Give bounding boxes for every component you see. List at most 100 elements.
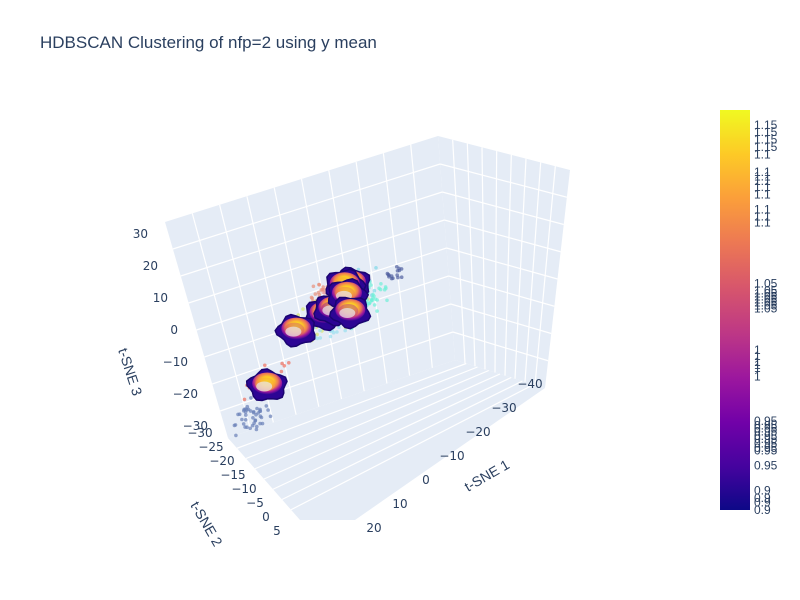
data-point bbox=[372, 288, 377, 293]
data-point bbox=[317, 293, 322, 297]
data-point bbox=[378, 287, 383, 292]
colorbar-ticks: 1.151.151.151.151.11.11.11.11.11.11.11.1… bbox=[754, 118, 778, 517]
gridline bbox=[448, 275, 555, 307]
z-tick-label: 0 bbox=[170, 323, 178, 337]
data-point bbox=[254, 424, 259, 429]
data-point bbox=[397, 268, 402, 273]
x-tick-label: 0 bbox=[422, 473, 430, 487]
cluster-surface bbox=[274, 313, 316, 348]
gridline bbox=[442, 191, 564, 226]
data-point bbox=[369, 283, 373, 287]
colorbar-tick-label: 1.05 bbox=[754, 296, 778, 310]
data-point bbox=[385, 298, 389, 303]
gridline bbox=[263, 373, 501, 480]
colorbar-tick-label: 1.15 bbox=[754, 118, 778, 132]
colorbar-tick-label: 1 bbox=[754, 343, 761, 357]
colorbar-tick-label: 1.05 bbox=[754, 276, 778, 290]
data-point bbox=[251, 410, 256, 414]
x-tick-label: −40 bbox=[517, 377, 542, 391]
colorbar-tick-label: 1 bbox=[754, 349, 761, 363]
surface-highlight bbox=[339, 308, 356, 319]
z-tick-label: 10 bbox=[153, 291, 168, 305]
colorbar-tick-label: 1.1 bbox=[754, 147, 771, 161]
data-point bbox=[248, 426, 252, 431]
data-point bbox=[249, 396, 253, 400]
data-point bbox=[287, 361, 291, 365]
data-point bbox=[256, 411, 261, 415]
colorbar-tick-label: 1 bbox=[754, 361, 761, 375]
data-point bbox=[375, 309, 379, 313]
y-tick-label: −10 bbox=[231, 482, 256, 496]
gridline bbox=[236, 362, 467, 449]
x-tick-label: −10 bbox=[439, 449, 464, 463]
data-point bbox=[280, 361, 284, 366]
y-axis-label: t-SNE 2 bbox=[187, 499, 225, 550]
x-tick-label: −30 bbox=[491, 401, 516, 415]
gridline bbox=[290, 383, 535, 511]
gridline bbox=[254, 369, 489, 470]
colorbar-tick-label: 1.05 bbox=[754, 290, 778, 304]
z-tick-label: −20 bbox=[173, 387, 198, 401]
chart-title: HDBSCAN Clustering of nfp=2 using y mean bbox=[40, 33, 377, 52]
colorbar-tick-label: 1.05 bbox=[754, 302, 778, 316]
y-tick-label: −25 bbox=[198, 440, 223, 454]
data-point bbox=[246, 407, 251, 412]
data-point bbox=[254, 427, 259, 432]
data-point bbox=[233, 423, 238, 427]
surface-highlight bbox=[285, 326, 302, 337]
data-point bbox=[243, 407, 248, 411]
y-tick-label: −20 bbox=[209, 454, 234, 468]
colorbar-tick-label: 0.95 bbox=[754, 425, 778, 439]
colorbar-tick-label: 1.15 bbox=[754, 125, 778, 139]
gridline bbox=[450, 303, 552, 335]
colorbar-tick-label: 1.1 bbox=[754, 170, 771, 184]
x-tick-label: 10 bbox=[392, 497, 407, 511]
y-tick-label: 5 bbox=[273, 524, 281, 538]
axis-ticks: −40−30−20−1001020−30−25−20−15−10−5053020… bbox=[133, 227, 543, 538]
colorbar-tick-label: 0.95 bbox=[754, 429, 778, 443]
gridline bbox=[245, 366, 478, 460]
colorbar-tick-label: 0.95 bbox=[754, 444, 778, 458]
colorbar-tick-label: 0.95 bbox=[754, 432, 778, 446]
cluster-surface bbox=[245, 368, 288, 402]
data-point bbox=[389, 276, 394, 281]
colorbar-tick-label: 1.1 bbox=[754, 165, 771, 179]
data-point bbox=[315, 336, 320, 341]
colorbar-tick-label: 1 bbox=[754, 358, 761, 372]
data-point bbox=[318, 336, 323, 340]
y-tick-label: 0 bbox=[262, 510, 270, 524]
gridline bbox=[272, 376, 512, 490]
colorbar-tick-label: 0.95 bbox=[754, 414, 778, 428]
data-point bbox=[335, 330, 339, 334]
data-point bbox=[263, 363, 267, 368]
gridline bbox=[180, 191, 443, 277]
data-point bbox=[318, 328, 322, 333]
data-point bbox=[243, 425, 247, 429]
data-point bbox=[279, 369, 284, 374]
gridline bbox=[188, 219, 445, 304]
y-tick-label: −15 bbox=[220, 468, 245, 482]
data-point bbox=[395, 265, 399, 269]
gridline bbox=[446, 247, 558, 280]
data-point bbox=[240, 417, 244, 422]
gridline bbox=[281, 380, 523, 501]
colorbar-tick-label: 0.95 bbox=[754, 422, 778, 436]
data-point bbox=[251, 416, 255, 420]
data-point bbox=[375, 298, 380, 302]
data-point bbox=[385, 271, 390, 276]
surface-highlight bbox=[256, 381, 273, 392]
data-point bbox=[313, 292, 318, 296]
data-point bbox=[399, 275, 404, 280]
data-point bbox=[395, 273, 400, 277]
scene-gridlines bbox=[172, 139, 568, 511]
colorbar-tick-label: 1.1 bbox=[754, 187, 771, 201]
colorbar-tick-label: 1.1 bbox=[754, 216, 771, 230]
data-point bbox=[311, 284, 316, 289]
data-point bbox=[356, 267, 361, 272]
colorbar-tick-label: 0.95 bbox=[754, 459, 778, 473]
data-point bbox=[379, 282, 383, 286]
colorbar-tick-label: 0.95 bbox=[754, 441, 778, 455]
colorbar-tick-label: 0.9 bbox=[754, 496, 771, 510]
data-point bbox=[343, 328, 348, 333]
